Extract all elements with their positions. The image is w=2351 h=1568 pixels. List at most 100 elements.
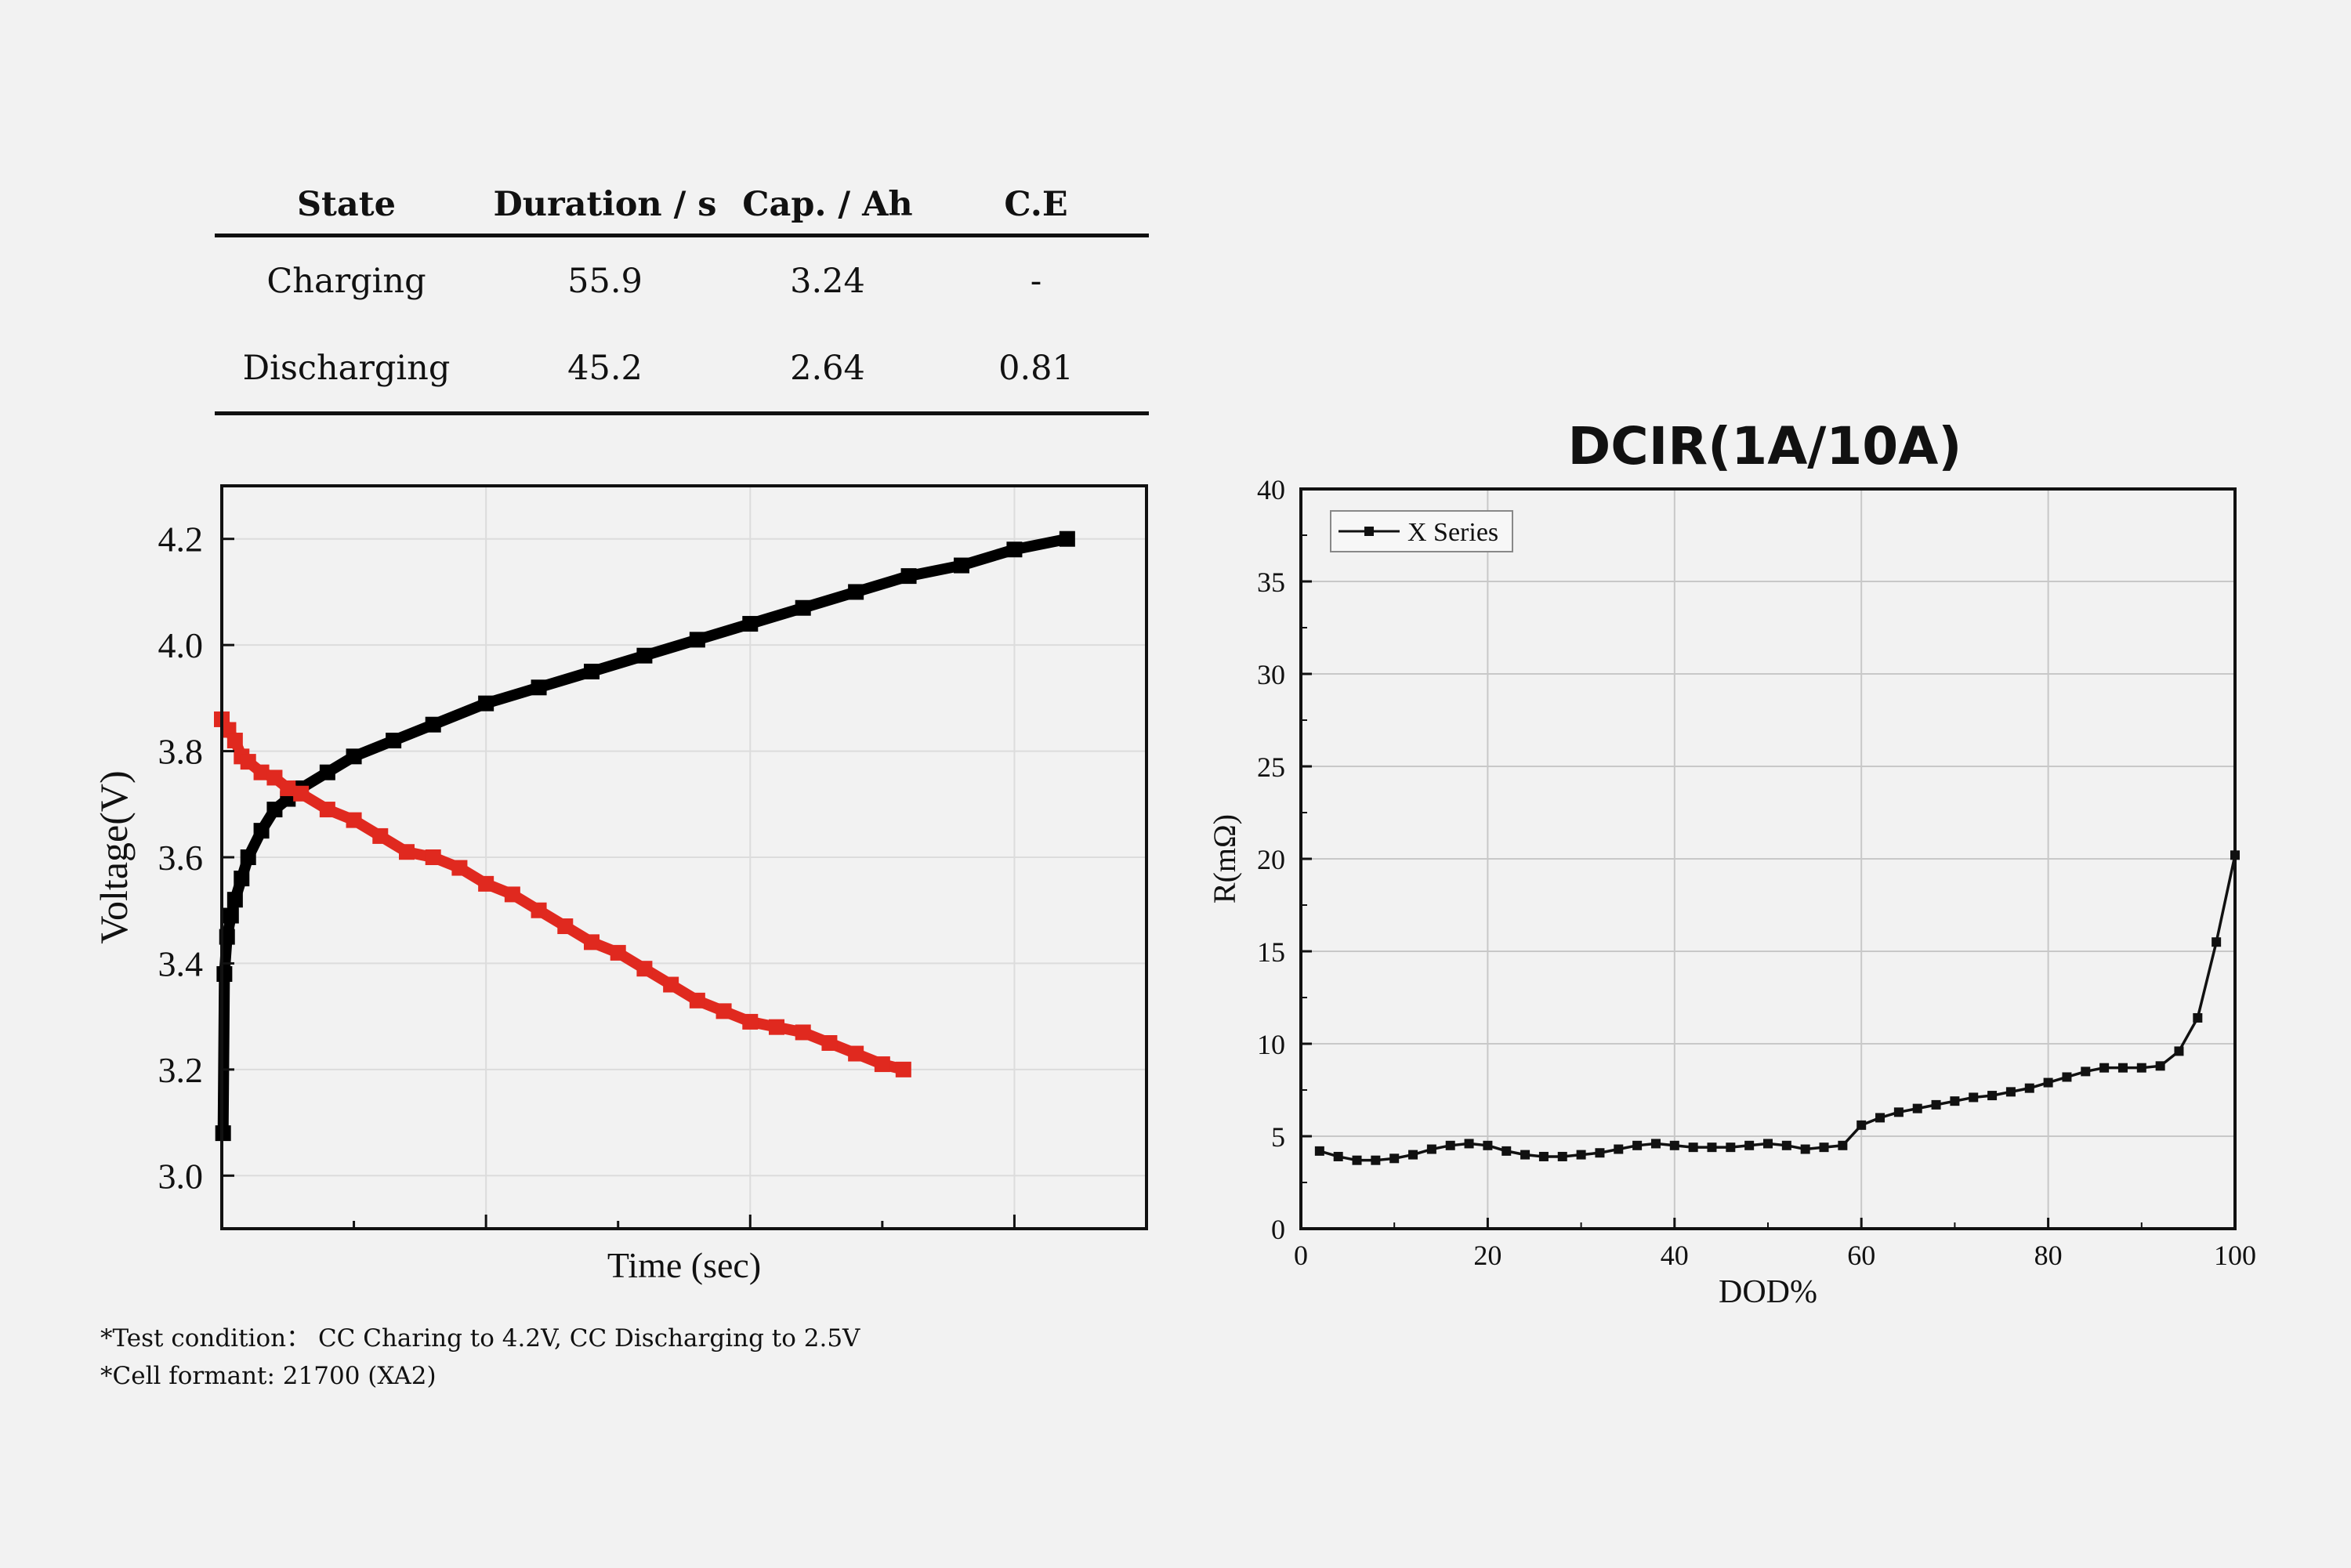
data-point (584, 664, 600, 679)
col-header-ce: C.E (923, 176, 1149, 237)
data-point (1557, 1151, 1567, 1161)
data-point (1931, 1099, 1941, 1110)
data-point (1650, 1139, 1661, 1149)
data-point (240, 754, 256, 770)
data-point (1520, 1150, 1531, 1160)
y-tick-label: 40 (1257, 474, 1285, 505)
y-tick-label: 3.4 (158, 943, 204, 983)
data-point (280, 780, 296, 796)
y-axis-label: Voltage(V) (92, 770, 136, 943)
table-cell: Charging (266, 261, 426, 301)
data-point (1445, 1140, 1455, 1150)
data-point (531, 679, 547, 696)
table-cell: 2.64 (732, 324, 923, 415)
x-axis-label: Time (sec) (607, 1245, 761, 1285)
footnote-cell-format: *Cell formant: 21700 (XA2) (100, 1362, 437, 1390)
data-point (795, 599, 811, 616)
data-point (253, 823, 270, 839)
data-point (1688, 1143, 1698, 1153)
y-tick-label: 35 (1257, 567, 1285, 598)
data-point (226, 733, 243, 749)
table-row: Discharging 45.2 2.64 0.81 (215, 324, 1149, 415)
legend-label: X Series (1407, 518, 1498, 547)
data-point (769, 1019, 784, 1035)
y-tick-label: 4.0 (158, 625, 204, 665)
x-tick-label: 20 (1473, 1240, 1502, 1271)
data-point (1483, 1140, 1493, 1150)
data-point (2136, 1063, 2146, 1073)
x-series (1314, 850, 2240, 1165)
data-point (451, 860, 468, 876)
data-point (253, 764, 270, 780)
data-point (1707, 1143, 1717, 1153)
data-point (1352, 1155, 1362, 1165)
data-point (1502, 1146, 1512, 1156)
data-point (293, 785, 310, 802)
data-point (1875, 1113, 1886, 1123)
data-point (531, 902, 547, 918)
data-point (266, 770, 283, 786)
data-point (1819, 1143, 1829, 1153)
x-tick-label: 100 (2214, 1240, 2256, 1271)
data-point (1389, 1153, 1400, 1164)
data-point (795, 1024, 811, 1041)
data-point (1464, 1139, 1474, 1149)
data-point (1800, 1144, 1810, 1154)
data-point (610, 944, 626, 961)
col-header-capacity: Cap. / Ah (732, 176, 923, 237)
data-point (478, 695, 494, 712)
data-point (1614, 1144, 1624, 1154)
data-point (584, 934, 600, 951)
data-point (636, 647, 653, 664)
discharging-series (214, 711, 911, 1077)
data-point (2024, 1083, 2034, 1093)
y-tick-label: 4.2 (158, 520, 204, 559)
data-point (742, 616, 759, 632)
data-point (1763, 1139, 1773, 1149)
table-header-row: State Duration / s Cap. / Ah C.E (215, 176, 1149, 237)
data-point (2043, 1077, 2053, 1088)
table-cell: 55.9 (567, 261, 643, 301)
data-point (689, 992, 705, 1009)
data-point (689, 632, 705, 648)
data-point (319, 802, 335, 818)
data-point (821, 1035, 838, 1051)
data-point (2155, 1061, 2165, 1071)
data-point (895, 1061, 911, 1077)
data-point (425, 716, 441, 733)
data-point (2081, 1066, 2091, 1077)
data-point (2212, 937, 2222, 947)
x-axis-label: DOD% (1719, 1274, 1817, 1310)
data-point (954, 557, 969, 574)
data-point (2117, 1063, 2128, 1073)
x-tick-label: 60 (1847, 1240, 1875, 1271)
data-point (1595, 1148, 1605, 1158)
data-point (1371, 1155, 1381, 1165)
data-point (399, 844, 415, 860)
data-point (1857, 1120, 1867, 1130)
y-tick-label: 10 (1257, 1029, 1285, 1060)
data-point (2174, 1046, 2184, 1056)
data-point (848, 1045, 864, 1062)
data-point (478, 875, 494, 892)
data-point (266, 802, 283, 818)
y-tick-label: 5 (1271, 1121, 1285, 1153)
data-point (1408, 1150, 1418, 1160)
data-point (504, 886, 520, 903)
data-point (346, 748, 362, 765)
data-point (226, 892, 243, 908)
data-point (1669, 1140, 1679, 1150)
legend-marker (1364, 527, 1374, 536)
data-point (1576, 1150, 1586, 1160)
data-point (848, 584, 864, 600)
y-tick-label: 3.6 (158, 838, 204, 878)
data-point (1314, 1146, 1324, 1156)
data-point (1744, 1140, 1755, 1150)
data-point (319, 764, 335, 780)
data-point (742, 1013, 759, 1030)
table-cell: - (1030, 261, 1042, 301)
data-point (900, 568, 917, 585)
data-point (2099, 1063, 2110, 1073)
